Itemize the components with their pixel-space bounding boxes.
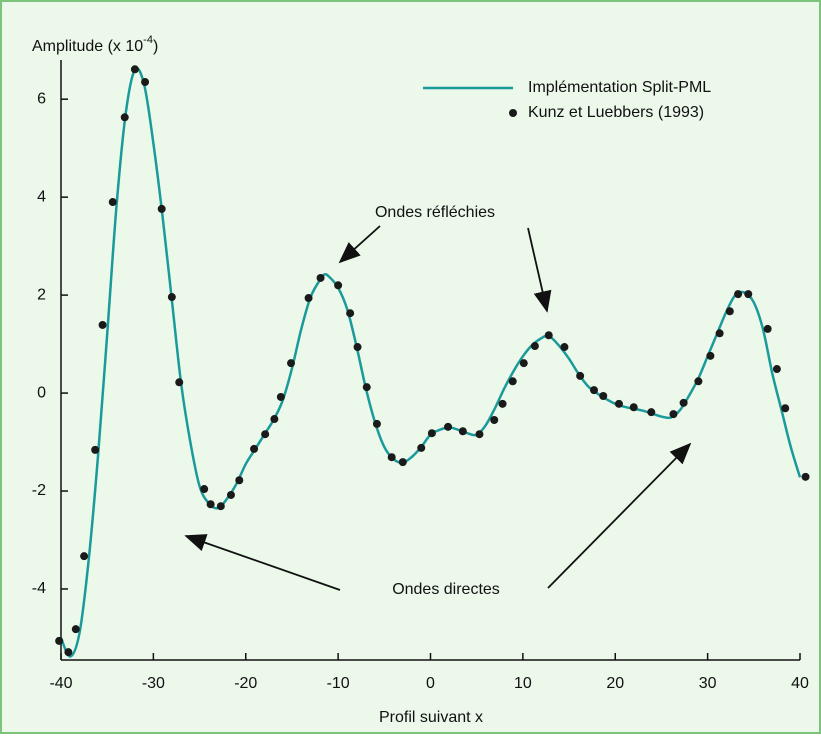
data-point: [519, 359, 528, 368]
data-point: [590, 386, 599, 395]
data-point: [715, 329, 724, 338]
x-tick-label: 30: [699, 675, 717, 692]
x-tick-label: 20: [606, 675, 624, 692]
data-point: [544, 331, 553, 340]
y-tick-label: 2: [37, 286, 46, 303]
data-point: [387, 453, 396, 462]
data-point: [334, 281, 343, 290]
data-point: [647, 408, 656, 417]
y-label-main: Amplitude (x 10: [32, 38, 143, 55]
data-point: [141, 78, 150, 87]
y-axis-label: Amplitude (x 10-4): [32, 34, 158, 55]
x-tick-label: -20: [234, 675, 257, 692]
data-point: [261, 430, 270, 439]
data-point: [157, 204, 166, 213]
data-point: [362, 383, 371, 392]
x-tick-label: -30: [142, 675, 165, 692]
data-point: [576, 371, 585, 380]
data-point: [200, 485, 209, 494]
data-point: [108, 198, 117, 207]
data-point: [130, 65, 139, 74]
data-point: [801, 472, 810, 481]
data-point: [781, 404, 790, 413]
x-axis-label: Profil suivant x: [379, 709, 483, 726]
data-point: [346, 309, 355, 318]
data-point: [669, 410, 678, 419]
data-point: [250, 444, 259, 453]
data-point: [530, 342, 539, 351]
data-point: [498, 399, 507, 408]
data-point: [475, 430, 484, 439]
data-point: [55, 636, 64, 645]
data-point: [91, 445, 100, 454]
data-point: [458, 427, 467, 436]
data-point: [216, 502, 225, 511]
x-tick-label: -40: [49, 675, 72, 692]
y-label-close: ): [153, 38, 158, 55]
data-point: [694, 377, 703, 386]
data-point: [98, 320, 107, 329]
data-point: [734, 290, 743, 299]
data-point: [629, 403, 638, 412]
data-point: [444, 422, 453, 431]
data-point: [226, 490, 235, 499]
y-label-exponent: -4: [143, 34, 153, 46]
data-point: [287, 359, 296, 368]
annotation: Ondes directes: [392, 581, 500, 598]
data-point: [508, 377, 517, 386]
data-point: [64, 648, 73, 657]
x-tick-label: 10: [514, 675, 532, 692]
data-point: [679, 398, 688, 407]
data-point: [235, 476, 244, 485]
data-point: [270, 415, 279, 424]
legend-label: Implémentation Split-PML: [528, 79, 711, 96]
data-point: [80, 552, 89, 561]
data-point: [120, 113, 129, 122]
data-point: [427, 429, 436, 438]
y-tick-label: -4: [32, 580, 46, 597]
annotation: Ondes réfléchies: [375, 204, 495, 221]
data-point: [175, 378, 184, 387]
x-tick-label: 0: [426, 675, 435, 692]
data-point: [304, 294, 313, 303]
data-point: [772, 365, 781, 374]
y-tick-label: 4: [37, 188, 46, 205]
data-point: [614, 399, 623, 408]
data-point: [276, 392, 285, 401]
data-point: [560, 343, 569, 352]
legend-swatch: [509, 109, 517, 117]
data-point: [353, 343, 362, 352]
data-point: [71, 625, 80, 634]
data-point: [725, 307, 734, 316]
data-point: [599, 392, 608, 400]
x-tick-label: -10: [327, 675, 350, 692]
y-tick-label: 0: [37, 384, 46, 401]
data-point: [167, 293, 176, 302]
x-tick-label: 40: [791, 675, 809, 692]
data-point: [372, 419, 381, 428]
y-tick-label: -2: [32, 482, 46, 499]
y-tick-label: 6: [37, 90, 46, 107]
data-point: [490, 416, 499, 424]
data-point: [398, 458, 407, 467]
data-point: [744, 290, 753, 299]
data-point: [763, 324, 772, 333]
data-point: [706, 351, 715, 360]
data-point: [206, 500, 215, 509]
arrows: [184, 225, 692, 591]
data-point: [316, 273, 325, 282]
legend-label: Kunz et Luebbers (1993): [528, 104, 704, 121]
data-point: [417, 443, 426, 452]
